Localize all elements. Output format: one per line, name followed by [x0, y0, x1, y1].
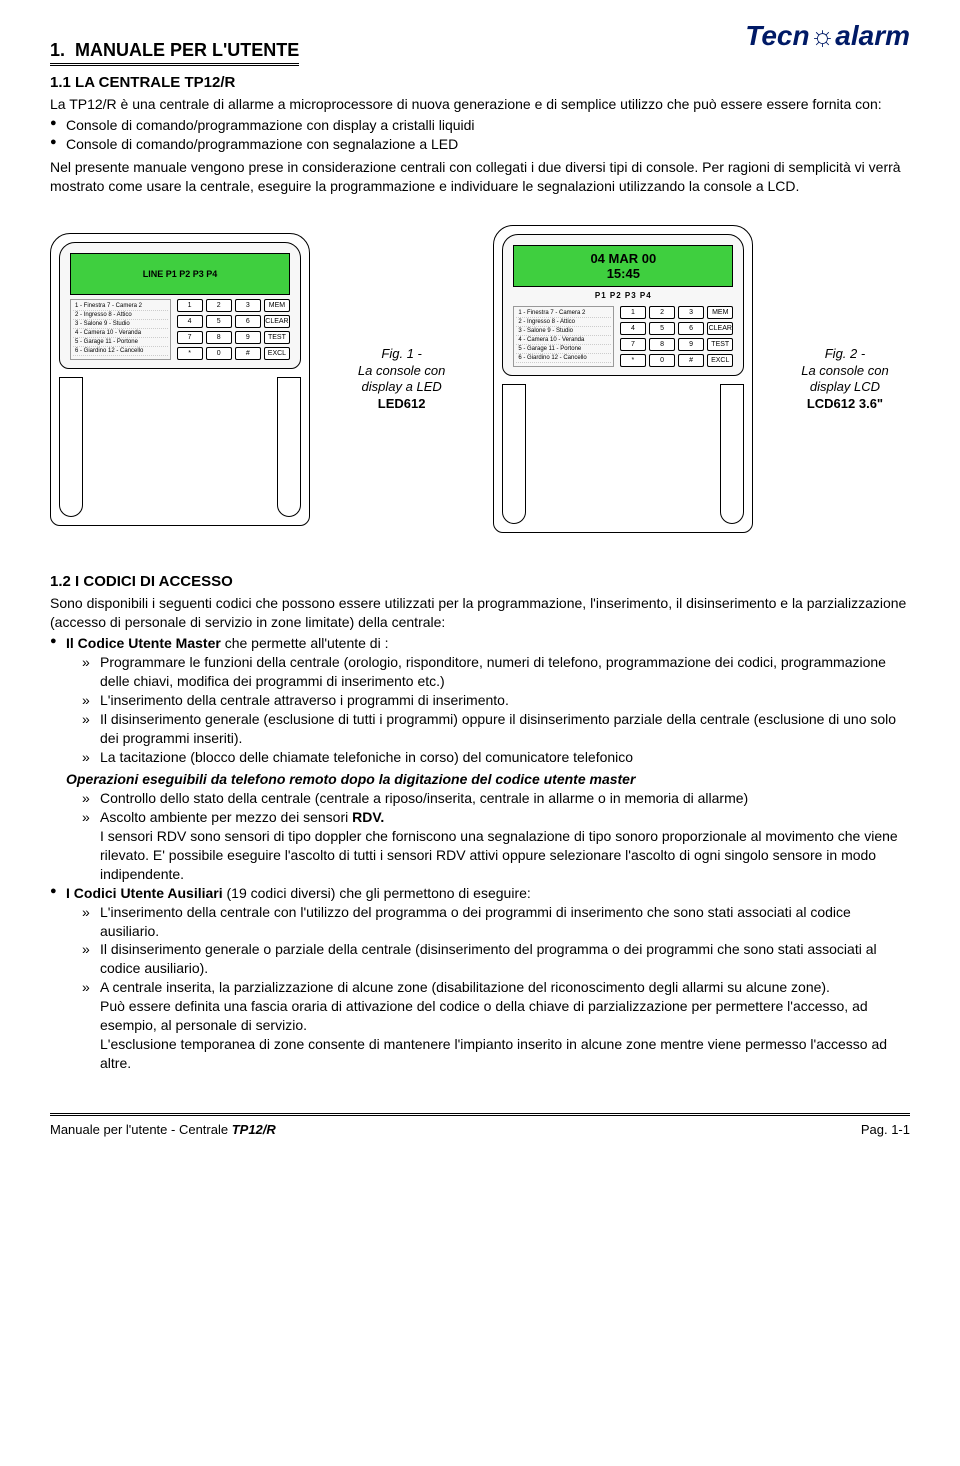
keypad-key: 4: [177, 315, 203, 328]
keypad-key: 3: [678, 306, 704, 319]
bullet-item: Console di comando/programmazione con di…: [50, 116, 910, 135]
console-led612: LINE P1 P2 P3 P4 1 - Finestra 7 - Camera…: [50, 233, 310, 526]
sub-item: Il disinserimento generale (esclusione d…: [82, 710, 910, 748]
keypad-key: 7: [177, 331, 203, 344]
keypad-key: 1: [620, 306, 646, 319]
fig1-caption: Fig. 1 - La console con display a LED LE…: [337, 346, 467, 414]
aux-tail2: L'esclusione temporanea di zone consente…: [100, 1035, 910, 1073]
keypad-key: TEST: [707, 338, 733, 351]
sub11-intro: La TP12/R è una centrale di allarme a mi…: [50, 95, 910, 114]
keypad-key: 6: [678, 322, 704, 335]
sub-item: Ascolto ambiente per mezzo dei sensori R…: [82, 808, 910, 884]
keypad-key: #: [678, 354, 704, 367]
keypad-key: #: [235, 347, 261, 360]
keypad-key: 2: [649, 306, 675, 319]
keypad-key: 8: [206, 331, 232, 344]
brand-logo: Tecn☼alarm: [745, 20, 910, 52]
keypad-key: EXCL: [264, 347, 290, 360]
keypad-key: CLEAR: [707, 322, 733, 335]
bullet-item: Console di comando/programmazione con se…: [50, 135, 910, 154]
keypad-key: *: [177, 347, 203, 360]
p-indicators: P1 P2 P3 P4: [513, 291, 733, 300]
led-display: LINE P1 P2 P3 P4: [70, 253, 290, 295]
sub12-master-bullet: Il Codice Utente Master che permette all…: [50, 634, 910, 1072]
keypad-key: 0: [206, 347, 232, 360]
figures-row: LINE P1 P2 P3 P4 1 - Finestra 7 - Camera…: [50, 225, 910, 533]
aux-tail1: Può essere definita una fascia oraria di…: [100, 997, 910, 1035]
page-footer: Manuale per l'utente - Centrale TP12/R P…: [50, 1113, 910, 1137]
keypad-key: 8: [649, 338, 675, 351]
keypad-key: 7: [620, 338, 646, 351]
sub-item: Programmare le funzioni della centrale (…: [82, 653, 910, 691]
keypad-key: 5: [649, 322, 675, 335]
sub11-after: Nel presente manuale vengono prese in co…: [50, 158, 910, 196]
keypad-key: 5: [206, 315, 232, 328]
footer-right: Pag. 1-1: [861, 1122, 910, 1137]
keypad-key: EXCL: [707, 354, 733, 367]
keypad-key: 9: [235, 331, 261, 344]
bullet-item: Il Codice Utente Master che permette all…: [50, 634, 910, 884]
keypad-key: CLEAR: [264, 315, 290, 328]
keypad-key: MEM: [264, 299, 290, 312]
sub12-intro: Sono disponibili i seguenti codici che p…: [50, 594, 910, 632]
rdv-paragraph: I sensori RDV sono sensori di tipo doppl…: [100, 827, 910, 884]
fig2-caption: Fig. 2 - La console con display LCD LCD6…: [780, 346, 910, 414]
sub-item: Il disinserimento generale o parziale de…: [82, 940, 910, 978]
keypad: 123MEM 456CLEAR 789TEST *0#EXCL: [620, 306, 733, 367]
keypad-key: 9: [678, 338, 704, 351]
keypad-key: 2: [206, 299, 232, 312]
keypad-key: 3: [235, 299, 261, 312]
sub-item: Controllo dello stato della centrale (ce…: [82, 789, 910, 808]
keypad-key: *: [620, 354, 646, 367]
sub-item: L'inserimento della centrale attraverso …: [82, 691, 910, 710]
ops-title: Operazioni eseguibili da telefono remoto…: [66, 770, 910, 789]
subsection-1.2-title: 1.2 I CODICI DI ACCESSO: [50, 573, 910, 590]
keypad: 123MEM 456CLEAR 789TEST *0#EXCL: [177, 299, 290, 360]
footer-left: Manuale per l'utente - Centrale TP12/R: [50, 1122, 276, 1137]
sub11-bullets: Console di comando/programmazione con di…: [50, 116, 910, 154]
sub-item: La tacitazione (blocco delle chiamate te…: [82, 748, 910, 767]
keypad-key: 1: [177, 299, 203, 312]
console-lcd612: 04 MAR 00 15:45 P1 P2 P3 P4 1 - Finestra…: [493, 225, 753, 533]
sub-item: L'inserimento della centrale con l'utili…: [82, 903, 910, 941]
sub-item: A centrale inserita, la parzializzazione…: [82, 978, 910, 1072]
zone-list: 1 - Finestra 7 - Camera 22 - Ingresso 8 …: [70, 299, 171, 360]
subsection-1.1-title: 1.1 LA CENTRALE TP12/R: [50, 74, 910, 91]
keypad-key: TEST: [264, 331, 290, 344]
keypad-key: 4: [620, 322, 646, 335]
zone-list: 1 - Finestra 7 - Camera 22 - Ingresso 8 …: [513, 306, 614, 367]
lcd-display: 04 MAR 00 15:45: [513, 245, 733, 287]
bullet-item: I Codici Utente Ausiliari (19 codici div…: [50, 884, 910, 1073]
keypad-key: 6: [235, 315, 261, 328]
keypad-key: 0: [649, 354, 675, 367]
keypad-key: MEM: [707, 306, 733, 319]
